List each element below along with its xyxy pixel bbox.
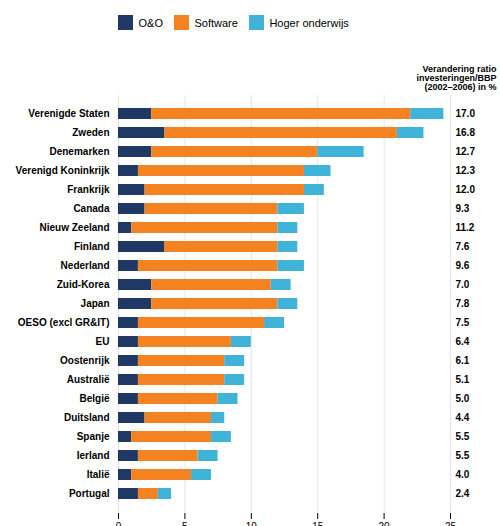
svg-text:EU: EU xyxy=(96,336,110,347)
svg-text:Frankrijk: Frankrijk xyxy=(67,184,110,195)
svg-text:Finland: Finland xyxy=(74,241,110,252)
svg-text:2.4: 2.4 xyxy=(456,488,470,499)
svg-text:Japan: Japan xyxy=(81,298,110,309)
svg-text:Oostenrijk: Oostenrijk xyxy=(60,355,110,366)
svg-text:Duitsland: Duitsland xyxy=(64,412,110,423)
svg-text:Ierland: Ierland xyxy=(77,450,110,461)
svg-text:België: België xyxy=(79,393,109,404)
svg-text:10: 10 xyxy=(246,520,258,526)
svg-text:5: 5 xyxy=(182,520,188,526)
svg-text:6.1: 6.1 xyxy=(456,355,470,366)
svg-text:16.8: 16.8 xyxy=(456,127,476,138)
html-text:Software: Software xyxy=(194,16,238,29)
svg-text:9.6: 9.6 xyxy=(456,260,470,271)
svg-text:Canada: Canada xyxy=(73,203,110,214)
svg-text:25: 25 xyxy=(445,520,457,526)
svg-text:15: 15 xyxy=(312,520,324,526)
svg-text:7.8: 7.8 xyxy=(456,298,470,309)
svg-text:5.1: 5.1 xyxy=(456,374,470,385)
svg-text:6.4: 6.4 xyxy=(456,336,470,347)
svg-text:5.0: 5.0 xyxy=(456,393,470,404)
svg-text:5.5: 5.5 xyxy=(456,431,470,442)
svg-text:Zweden: Zweden xyxy=(72,127,109,138)
svg-text:Spanje: Spanje xyxy=(77,431,110,442)
svg-text:Nederland: Nederland xyxy=(61,260,110,271)
svg-text:12.7: 12.7 xyxy=(456,146,476,157)
svg-text:Australië: Australië xyxy=(67,374,110,385)
svg-text:Verandering ratioinvesteringen: Verandering ratioinvesteringen/BBP(2002–… xyxy=(416,63,497,91)
svg-text:9.3: 9.3 xyxy=(456,203,470,214)
svg-text:Portugal: Portugal xyxy=(69,488,110,499)
svg-text:7.5: 7.5 xyxy=(456,317,470,328)
svg-text:7.0: 7.0 xyxy=(456,279,470,290)
svg-text:OESO (excl GR&IT): OESO (excl GR&IT) xyxy=(18,317,110,328)
html-text:O&O: O&O xyxy=(138,16,163,29)
svg-text:Verenigd Koninkrijk: Verenigd Koninkrijk xyxy=(16,165,110,176)
html-text:Hoger onderwijs: Hoger onderwijs xyxy=(269,16,349,29)
svg-text:7.6: 7.6 xyxy=(456,241,470,252)
svg-text:Verenigde Staten: Verenigde Staten xyxy=(28,108,109,119)
svg-text:11.2: 11.2 xyxy=(456,222,475,233)
svg-text:12.0: 12.0 xyxy=(456,184,476,195)
svg-text:Nieuw Zeeland: Nieuw Zeeland xyxy=(39,222,109,233)
svg-text:12.3: 12.3 xyxy=(456,165,476,176)
svg-text:17.0: 17.0 xyxy=(456,108,476,119)
svg-text:Zuid-Korea: Zuid-Korea xyxy=(57,279,110,290)
svg-text:Italië: Italië xyxy=(87,469,110,480)
svg-text:20: 20 xyxy=(379,520,391,526)
svg-text:4.0: 4.0 xyxy=(456,469,470,480)
svg-text:4.4: 4.4 xyxy=(456,412,470,423)
svg-text:5.5: 5.5 xyxy=(456,450,470,461)
svg-text:Denemarken: Denemarken xyxy=(49,146,109,157)
svg-text:0: 0 xyxy=(116,520,122,526)
